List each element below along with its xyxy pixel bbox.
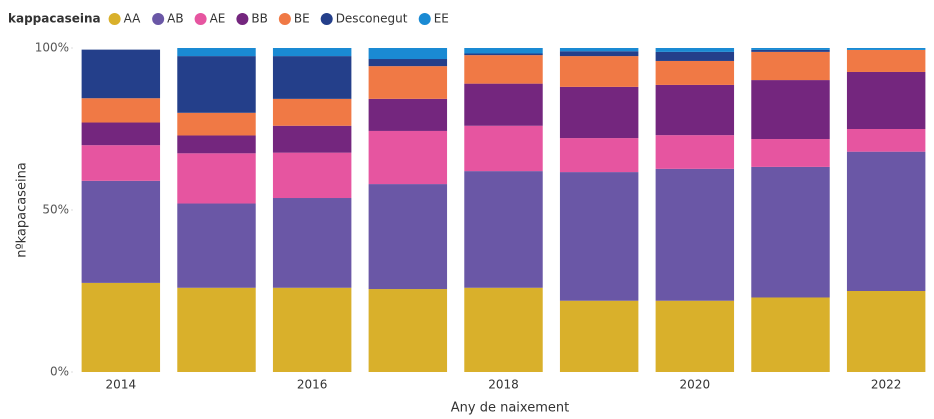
bar-segment (751, 51, 830, 81)
legend-label: AB (167, 12, 183, 26)
bar-segment (368, 184, 448, 290)
legend-label: AA (124, 12, 142, 26)
bar-segment (177, 135, 256, 154)
bar-segment (272, 152, 352, 199)
bar-segment (464, 53, 543, 56)
bar-segment (368, 66, 448, 99)
bar-segment (655, 51, 735, 61)
bar-segment (559, 86, 639, 139)
bar-segment (272, 56, 352, 99)
bar-segment (177, 203, 256, 288)
bar-segment (751, 139, 830, 167)
legend-label: BB (251, 12, 267, 26)
bar-segment (751, 166, 830, 298)
bar-segment (655, 300, 735, 372)
bar-segment (559, 56, 639, 87)
bar-segment (464, 287, 543, 372)
bar-segment (81, 122, 161, 146)
bar-segment (368, 98, 448, 131)
legend-swatch (278, 13, 291, 25)
legend-label: EE (434, 12, 449, 26)
bar-segment (177, 287, 256, 372)
bar-segment (846, 49, 926, 72)
bar-segment (368, 59, 448, 67)
bar-segment (368, 289, 448, 372)
bar-segment (368, 130, 448, 185)
bar-segment (655, 60, 735, 85)
bar-segment (464, 48, 543, 54)
bar-segment (846, 291, 926, 372)
legend-label: BE (294, 12, 310, 26)
legend-swatch (194, 13, 207, 25)
bar-segment (846, 71, 926, 129)
bar-segment (559, 48, 639, 52)
bar-segment (81, 98, 161, 123)
bar-segment (368, 48, 448, 60)
bar-segment (464, 171, 543, 288)
bar-segment (177, 153, 256, 204)
legend-swatch (108, 13, 121, 25)
legend-title: kappacaseina (8, 12, 101, 26)
bar-segment (177, 48, 256, 57)
x-tick-label: 2016 (297, 378, 328, 392)
bar-segment (751, 49, 830, 52)
legend-swatch (320, 13, 333, 25)
bar-segment (559, 172, 639, 301)
bar-segment (655, 135, 735, 169)
x-tick-label: 2014 (106, 378, 137, 392)
bar-segment (559, 300, 639, 372)
bar-segment (81, 49, 161, 99)
bar-segment (655, 48, 735, 52)
bar-segment (655, 168, 735, 301)
bar-segment (559, 51, 639, 57)
y-axis-title: nºkapacaseina (15, 162, 30, 258)
bar-segment (272, 48, 352, 57)
bar-segment (655, 84, 735, 136)
y-tick-label: 0% (50, 365, 69, 379)
y-tick-label: 100% (35, 41, 69, 55)
legend-swatch (152, 13, 165, 25)
bar-segment (846, 129, 926, 152)
x-tick-label: 2020 (680, 378, 711, 392)
legend-label: AE (210, 12, 226, 26)
bar-segment (177, 56, 256, 113)
bar-segment (751, 48, 830, 50)
x-tick-label: 2018 (488, 378, 519, 392)
bar-segment (272, 125, 352, 153)
bar-segment (272, 198, 352, 288)
bar-segment (81, 180, 161, 283)
bar-segment (559, 138, 639, 173)
bar-segment (272, 287, 352, 372)
bar-segment (751, 297, 830, 372)
bar-segment (464, 83, 543, 126)
legend-swatch (236, 13, 249, 25)
bar-segment (272, 98, 352, 126)
x-tick-label: 2022 (871, 378, 902, 392)
y-tick-label: 50% (42, 203, 69, 217)
bar-segment (177, 112, 256, 136)
bar-segment (81, 282, 161, 372)
legend-swatch (418, 13, 431, 25)
bar-segment (846, 48, 926, 50)
legend-label: Desconegut (336, 12, 408, 26)
bar-segment (81, 145, 161, 181)
bar-segment (846, 151, 926, 291)
bar-segment (464, 125, 543, 172)
x-axis-title: Any de naixement (451, 401, 569, 416)
bar-segment (464, 55, 543, 84)
bar-segment (751, 80, 830, 140)
